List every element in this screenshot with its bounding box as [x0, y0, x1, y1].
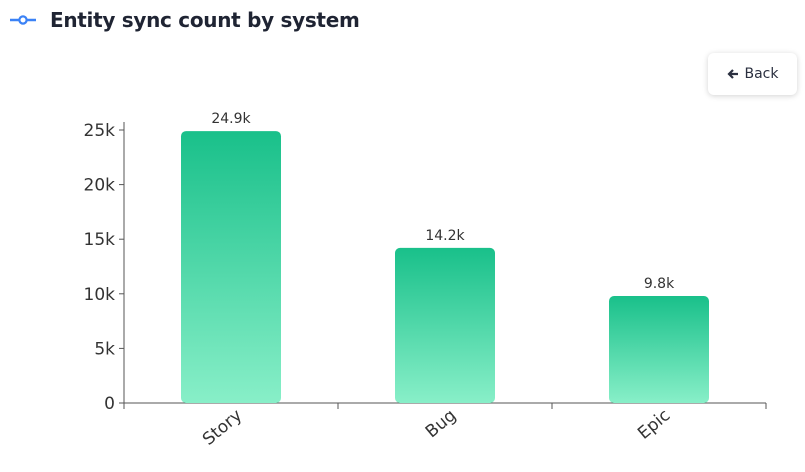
- chart-header: Entity sync count by system: [10, 8, 360, 32]
- back-button[interactable]: Back: [708, 53, 797, 95]
- y-tick-label: 10k: [84, 285, 116, 305]
- data-label: 24.9k: [211, 111, 251, 127]
- data-label: 9.8k: [644, 276, 675, 292]
- y-tick-label: 20k: [84, 176, 116, 196]
- x-tick-label: Story: [199, 406, 246, 450]
- chart-title: Entity sync count by system: [50, 8, 360, 32]
- y-tick-label: 5k: [94, 339, 115, 359]
- x-tick-label: Epic: [634, 406, 674, 444]
- bar-epic: [609, 295, 709, 403]
- arrow-left-icon: [726, 69, 738, 79]
- commit-node-icon: [10, 15, 36, 25]
- bar-bug: [395, 247, 495, 403]
- data-label: 14.2k: [425, 228, 465, 244]
- bar-story: [181, 131, 281, 404]
- y-tick-label: 15k: [84, 230, 116, 250]
- y-tick-label: 25k: [84, 121, 116, 141]
- back-label: Back: [744, 66, 779, 82]
- x-tick-label: Bug: [422, 406, 460, 443]
- y-tick-label: 0: [104, 394, 115, 414]
